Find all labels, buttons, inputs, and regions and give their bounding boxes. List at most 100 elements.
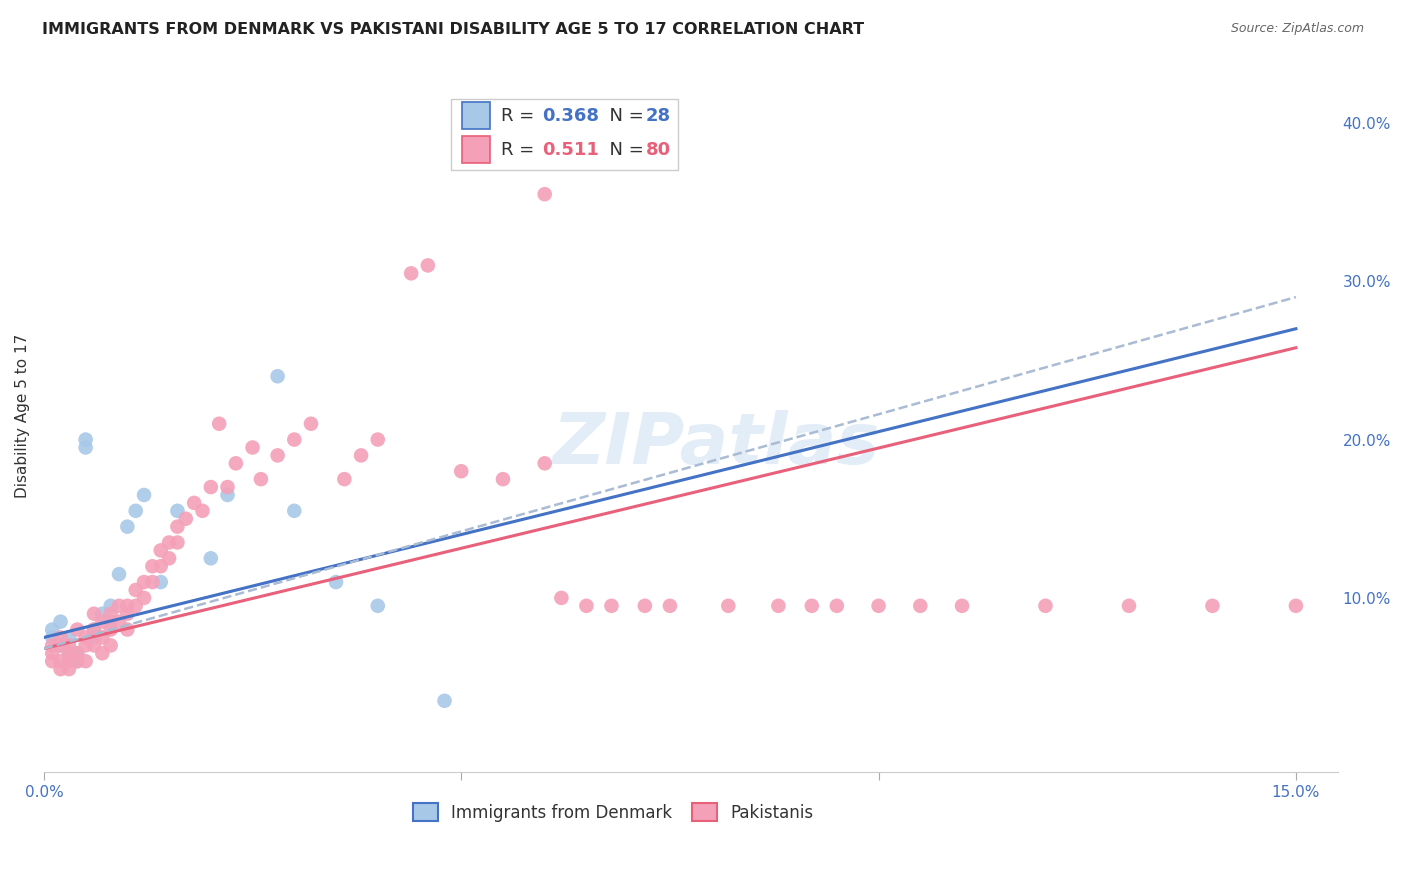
- Point: [141, 575, 163, 590]
- Point: [575, 599, 598, 613]
- Text: N =: N =: [598, 107, 650, 125]
- Point: [66, 654, 89, 668]
- Point: [1201, 599, 1223, 613]
- Point: [367, 599, 389, 613]
- Point: [166, 519, 188, 533]
- Point: [117, 623, 139, 637]
- Point: [117, 607, 139, 621]
- Point: [450, 464, 472, 478]
- Point: [868, 599, 890, 613]
- FancyBboxPatch shape: [451, 99, 678, 170]
- Point: [242, 441, 264, 455]
- Point: [149, 543, 172, 558]
- Point: [100, 639, 122, 653]
- Point: [108, 615, 131, 629]
- Point: [66, 646, 89, 660]
- Point: [250, 472, 273, 486]
- Point: [157, 535, 180, 549]
- Point: [283, 433, 305, 447]
- Point: [100, 607, 122, 621]
- Point: [825, 599, 848, 613]
- Point: [58, 631, 80, 645]
- Point: [208, 417, 231, 431]
- Point: [550, 591, 572, 605]
- Point: [91, 646, 114, 660]
- Point: [200, 480, 222, 494]
- Point: [108, 599, 131, 613]
- Point: [266, 369, 288, 384]
- Point: [191, 504, 214, 518]
- Text: 28: 28: [645, 107, 671, 125]
- Point: [100, 615, 122, 629]
- Point: [717, 599, 740, 613]
- Point: [217, 480, 239, 494]
- Point: [1118, 599, 1140, 613]
- Point: [149, 575, 172, 590]
- Point: [41, 639, 63, 653]
- Point: [41, 623, 63, 637]
- Legend: Immigrants from Denmark, Pakistanis: Immigrants from Denmark, Pakistanis: [399, 790, 827, 835]
- Point: [132, 591, 155, 605]
- Text: ZIPatlas: ZIPatlas: [553, 409, 880, 479]
- Point: [66, 646, 89, 660]
- Point: [75, 631, 97, 645]
- Point: [91, 631, 114, 645]
- Point: [132, 488, 155, 502]
- Point: [49, 631, 72, 645]
- Point: [125, 599, 148, 613]
- Point: [108, 567, 131, 582]
- Point: [658, 599, 681, 613]
- Point: [125, 504, 148, 518]
- Point: [58, 654, 80, 668]
- Point: [75, 654, 97, 668]
- Point: [157, 551, 180, 566]
- Y-axis label: Disability Age 5 to 17: Disability Age 5 to 17: [15, 334, 30, 498]
- Point: [492, 472, 515, 486]
- Text: Source: ZipAtlas.com: Source: ZipAtlas.com: [1230, 22, 1364, 36]
- FancyBboxPatch shape: [461, 136, 491, 163]
- Point: [125, 582, 148, 597]
- Point: [299, 417, 322, 431]
- Point: [634, 599, 657, 613]
- Point: [49, 615, 72, 629]
- Point: [66, 654, 89, 668]
- Point: [41, 654, 63, 668]
- Point: [132, 575, 155, 590]
- Point: [910, 599, 932, 613]
- Point: [433, 694, 456, 708]
- Point: [100, 623, 122, 637]
- Point: [600, 599, 623, 613]
- Point: [100, 599, 122, 613]
- Point: [768, 599, 790, 613]
- Point: [41, 631, 63, 645]
- Point: [49, 654, 72, 668]
- Point: [183, 496, 205, 510]
- Point: [533, 456, 555, 470]
- Point: [325, 575, 347, 590]
- Text: R =: R =: [501, 107, 540, 125]
- Text: 0.511: 0.511: [541, 141, 599, 160]
- Point: [58, 662, 80, 676]
- Point: [367, 433, 389, 447]
- Point: [117, 599, 139, 613]
- Point: [225, 456, 247, 470]
- Point: [49, 662, 72, 676]
- Point: [49, 639, 72, 653]
- Point: [41, 646, 63, 660]
- Point: [1285, 599, 1308, 613]
- Point: [800, 599, 823, 613]
- Point: [200, 551, 222, 566]
- Point: [75, 441, 97, 455]
- Point: [83, 639, 105, 653]
- Text: 0.368: 0.368: [541, 107, 599, 125]
- Point: [83, 623, 105, 637]
- Point: [75, 433, 97, 447]
- Point: [399, 266, 422, 280]
- Point: [83, 623, 105, 637]
- Point: [141, 559, 163, 574]
- Point: [416, 259, 439, 273]
- Point: [950, 599, 973, 613]
- Point: [283, 504, 305, 518]
- Text: N =: N =: [598, 141, 650, 160]
- Text: R =: R =: [501, 141, 540, 160]
